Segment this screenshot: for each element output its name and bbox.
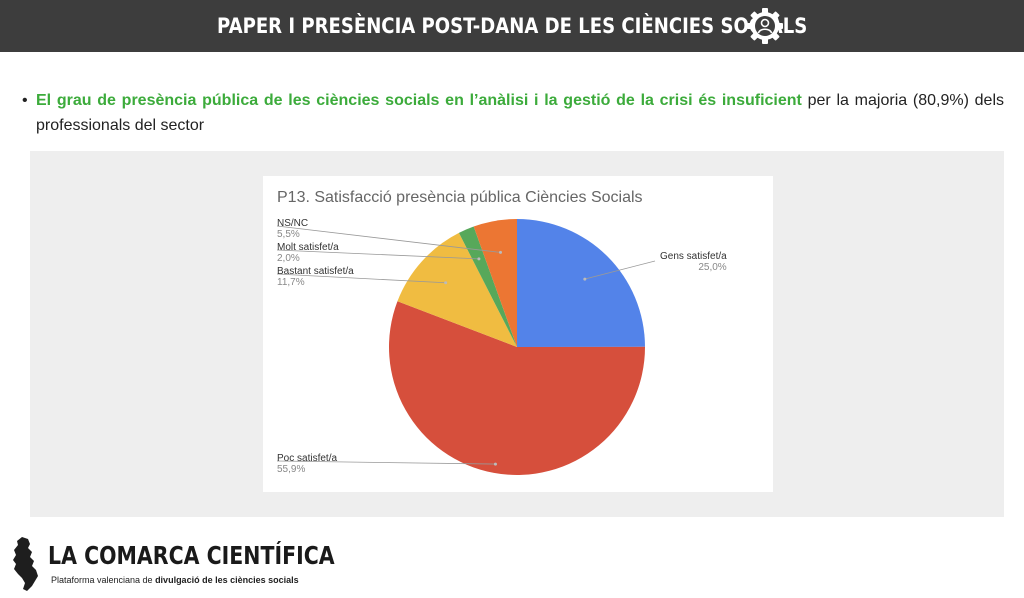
leader-line [276,249,479,260]
leader-dot [493,462,497,466]
slice-label-name: Poc satisfet/a [277,453,338,464]
slice-label-name: Bastant satisfet/a [277,266,354,277]
tagline-bold: divulgació de les ciències socials [155,575,299,585]
slice-label-value: 5,5% [277,229,300,240]
slice-label-name: NS/NC [277,218,309,229]
user-gear-icon [747,8,783,44]
summary-bullet: • El grau de presència pública de les ci… [22,88,1004,138]
slice-label-name: Molt satisfet/a [277,242,339,253]
brand-tagline: Plataforma valenciana de divulgació de l… [51,575,299,585]
slice-label-molt: Molt satisfet/a 2,0% [277,242,339,264]
page-title: PAPER I PRESÈNCIA POST-DANA DE LES CIÈNC… [216,14,808,38]
leader-dot [477,257,481,261]
slice-label-name: Gens satisfet/a [660,251,727,262]
chart-title: P13. Satisfacció presència pública Ciènc… [277,189,643,206]
slice-bastant [397,232,517,347]
slice-label-gens: Gens satisfet/a 25,0% [660,251,727,273]
slice-molt [458,226,517,347]
slice-gens [517,219,645,347]
leader-line [276,273,446,284]
slice-label-nsnc: NS/NC 5,5% [277,218,308,240]
slice-nsnc [473,219,517,347]
bullet-dot: • [22,92,28,109]
slice-poc [389,301,645,475]
leader-dot [444,281,448,285]
brand-name: LA COMARCA CIENTÍFICA [48,541,335,570]
pie-chart [276,219,656,475]
leader-line [276,460,496,465]
tagline-prefix: Plataforma valenciana de [51,575,156,585]
slice-label-value: 11,7% [277,277,305,288]
valencia-map-icon [13,537,38,591]
header-bar: PAPER I PRESÈNCIA POST-DANA DE LES CIÈNC… [0,0,1024,52]
bullet-highlight: El grau de presència pública de les cièn… [36,92,802,109]
bullet-rest: per la majoria (80,9%) dels professional… [36,92,1005,134]
leader-dot [499,250,503,254]
slice-label-value: 25,0% [698,262,727,273]
slice-label-value: 2,0% [277,253,300,264]
slice-label-poc: Poc satisfet/a 55,9% [277,453,337,475]
leader-line [276,225,501,253]
slice-label-bastant: Bastant satisfet/a 11,7% [277,266,354,288]
slice-label-value: 55,9% [277,464,306,475]
leader-line [584,260,656,280]
leader-dot [583,277,587,281]
